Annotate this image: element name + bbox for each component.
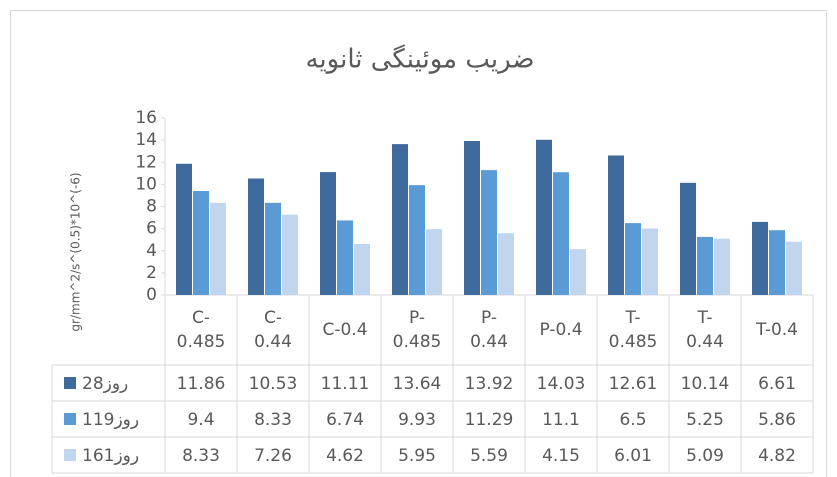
bar	[409, 185, 425, 295]
x-tick-label: P-0.44	[470, 308, 508, 352]
table-value: 6.5	[619, 410, 646, 430]
x-tick-label: P-0.4	[539, 320, 582, 340]
table-value: 11.11	[321, 374, 370, 394]
bar	[210, 202, 226, 295]
x-tick-label: T-0.44	[686, 308, 724, 352]
table-value: 6.01	[614, 446, 652, 466]
chart-title: ضریب موئینگی ثانویه	[305, 44, 534, 75]
bar	[714, 238, 730, 295]
table-value: 12.61	[609, 374, 658, 394]
bar	[392, 144, 408, 295]
bar	[642, 228, 658, 295]
bar	[265, 202, 281, 295]
table-value: 11.29	[465, 410, 514, 430]
table-value: 6.61	[758, 374, 796, 394]
y-tick-label: 6	[146, 219, 157, 239]
table-value: 4.82	[758, 446, 796, 466]
legend-swatch	[64, 449, 76, 461]
bar	[176, 163, 192, 295]
bar	[193, 191, 209, 295]
bar	[354, 243, 370, 295]
legend-swatch	[64, 377, 76, 389]
bar	[570, 249, 586, 295]
table-value: 9.4	[187, 410, 214, 430]
bar	[752, 221, 768, 295]
legend-label: روز119	[82, 410, 139, 430]
y-axis-label: gr/mm^2/s^(0.5)*10^(-6)	[69, 172, 83, 331]
bar	[680, 182, 696, 295]
bar	[697, 236, 713, 295]
legend-label: روز161	[82, 446, 139, 466]
bar	[282, 214, 298, 295]
table-value: 10.14	[681, 374, 730, 394]
x-tick-label: C-0.4	[322, 320, 367, 340]
y-tick-label: 16	[135, 108, 157, 128]
x-tick-label: C-0.485	[177, 308, 226, 352]
bar	[769, 230, 785, 295]
table-value: 9.93	[398, 410, 436, 430]
bar	[786, 241, 802, 295]
table-value: 11.86	[177, 374, 226, 394]
table-value: 4.62	[326, 446, 364, 466]
bar	[248, 178, 264, 295]
bar	[464, 141, 480, 295]
bar	[625, 223, 641, 295]
table-value: 5.09	[686, 446, 724, 466]
y-tick-label: 10	[135, 174, 157, 194]
y-tick-label: 4	[146, 241, 157, 261]
table-value: 14.03	[537, 374, 586, 394]
bar	[337, 220, 353, 295]
table-value: 10.53	[249, 374, 298, 394]
table-value: 4.15	[542, 446, 580, 466]
bar	[536, 139, 552, 295]
table-value: 5.59	[470, 446, 508, 466]
table-value: 5.86	[758, 410, 796, 430]
y-tick-label: 12	[135, 152, 157, 172]
bar	[498, 233, 514, 295]
table-value: 7.26	[254, 446, 292, 466]
y-tick-label: 2	[146, 263, 157, 283]
x-tick-label: C-0.44	[254, 308, 292, 352]
legend-label: روز28	[82, 374, 128, 394]
bar	[608, 155, 624, 295]
y-tick-label: 14	[135, 130, 157, 150]
y-tick-label: 8	[146, 197, 157, 217]
table-value: 11.1	[542, 410, 580, 430]
bar	[426, 229, 442, 295]
table-value: 8.33	[254, 410, 292, 430]
x-tick-label: T-0.4	[755, 320, 798, 340]
table-value: 8.33	[182, 446, 220, 466]
legend-swatch	[64, 413, 76, 425]
bar	[320, 172, 336, 295]
x-tick-label: P-0.485	[393, 308, 442, 352]
table-value: 5.25	[686, 410, 724, 430]
x-tick-label: T-0.485	[609, 308, 658, 352]
bar	[481, 170, 497, 295]
table-value: 13.64	[393, 374, 442, 394]
table-value: 6.74	[326, 410, 364, 430]
table-value: 5.95	[398, 446, 436, 466]
bar	[553, 172, 569, 295]
y-tick-label: 0	[146, 285, 157, 305]
table-value: 13.92	[465, 374, 514, 394]
